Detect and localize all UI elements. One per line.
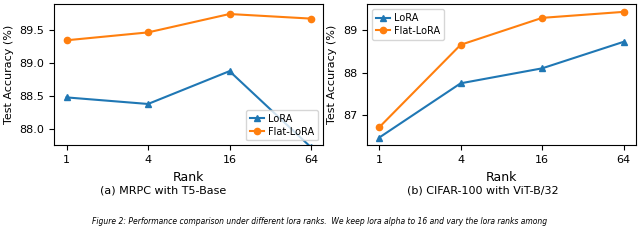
X-axis label: Rank: Rank [173,171,204,184]
Flat-LoRA [226,13,234,15]
Flat-LoRA [375,126,383,129]
Line: Flat-LoRA: Flat-LoRA [376,9,627,131]
LoRA [538,67,546,70]
Line: LoRA: LoRA [376,39,627,141]
Line: Flat-LoRA: Flat-LoRA [63,11,314,44]
LoRA [226,70,234,73]
LoRA [620,41,627,43]
Legend: LoRA, Flat-LoRA: LoRA, Flat-LoRA [372,9,444,40]
LoRA [457,82,465,85]
LoRA [63,96,70,99]
Flat-LoRA [307,17,315,20]
Flat-LoRA [63,39,70,42]
Flat-LoRA [144,31,152,34]
Y-axis label: Test Accuracy (%): Test Accuracy (%) [328,25,337,124]
Text: Figure 2: Performance comparison under different lora ranks.  We keep lora alpha: Figure 2: Performance comparison under d… [92,217,548,226]
Flat-LoRA [620,11,627,13]
Flat-LoRA [457,44,465,46]
LoRA [375,136,383,139]
Flat-LoRA [538,16,546,19]
LoRA [307,146,315,149]
Line: LoRA: LoRA [63,68,314,150]
Legend: LoRA, Flat-LoRA: LoRA, Flat-LoRA [246,110,318,140]
Text: (b) CIFAR-100 with ViT-B/32: (b) CIFAR-100 with ViT-B/32 [408,185,559,196]
Y-axis label: Test Accuracy (%): Test Accuracy (%) [4,25,14,124]
X-axis label: Rank: Rank [486,171,517,184]
Text: (a) MRPC with T5-Base: (a) MRPC with T5-Base [100,185,227,196]
LoRA [144,103,152,105]
